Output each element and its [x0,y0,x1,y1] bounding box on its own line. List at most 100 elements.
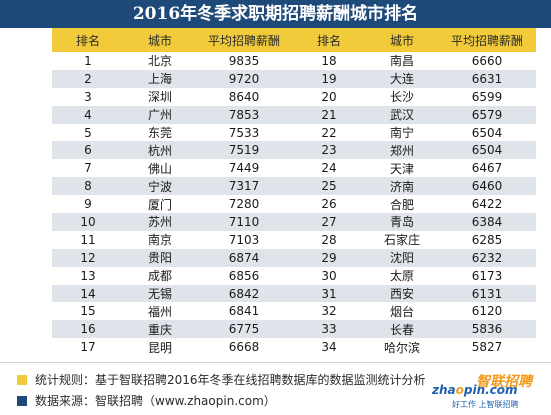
city-cell: 佛山 [124,159,196,178]
salary-cell: 7449 [196,159,292,178]
city-cell: 济南 [366,177,438,196]
rank-cell: 28 [292,230,366,249]
rank-cell: 27 [292,213,366,231]
table-row: 11 南京 7103 28 石家庄 6285 [52,230,536,249]
logo-domain: zhaopin.com [432,383,518,397]
table-row: 7 佛山 7449 24 天津 6467 [52,159,536,178]
city-cell: 哈尔滨 [366,338,438,357]
rank-cell: 2 [52,69,124,88]
rank-cell: 12 [52,248,124,267]
salary-cell: 6384 [438,213,536,231]
table-row: 8 宁波 7317 25 济南 6460 [52,177,536,196]
note-text: 统计规则：基于智联招聘2016年冬季在线招聘数据库的数据监测统计分析 [35,373,426,387]
city-cell: 青岛 [366,213,438,231]
salary-cell: 6504 [438,141,536,160]
salary-cell: 6131 [438,284,536,303]
salary-cell: 9720 [196,69,292,88]
city-cell: 西安 [366,284,438,303]
salary-cell: 6422 [438,195,536,214]
city-cell: 重庆 [124,320,196,339]
table-row: 15 福州 6841 32 烟台 6120 [52,302,536,321]
rank-cell: 6 [52,141,124,160]
salary-cell: 6120 [438,302,536,321]
rank-cell: 26 [292,195,366,214]
rank-cell: 30 [292,266,366,285]
rank-cell: 23 [292,141,366,160]
table-row: 5 东莞 7533 22 南宁 6504 [52,123,536,142]
logo-brand: 智联招聘 [476,374,532,390]
rank-cell: 13 [52,266,124,285]
table-row: 17 昆明 6668 34 哈尔滨 5827 [52,338,536,357]
salary-cell: 6841 [196,302,292,321]
page-title: 2016年冬季求职期招聘薪酬城市排名 [0,0,551,28]
table-row: 4 广州 7853 21 武汉 6579 [52,105,536,124]
blue-square-icon [17,396,27,406]
salary-cell: 6579 [438,105,536,124]
rank-cell: 18 [292,52,366,70]
rank-cell: 15 [52,302,124,321]
salary-cell: 6232 [438,248,536,267]
table-row: 10 苏州 7110 27 青岛 6384 [52,213,536,231]
rank-cell: 33 [292,320,366,339]
city-cell: 武汉 [366,105,438,124]
rank-cell: 32 [292,302,366,321]
salary-cell: 5836 [438,320,536,339]
city-cell: 无锡 [124,284,196,303]
salary-cell: 6504 [438,123,536,142]
salary-cell: 6660 [438,52,536,70]
header-city-right: 城市 [366,28,438,52]
rank-cell: 34 [292,338,366,357]
rank-cell: 1 [52,52,124,70]
salary-cell: 6874 [196,248,292,267]
table-row: 2 上海 9720 19 大连 6631 [52,69,536,88]
rank-cell: 14 [52,284,124,303]
city-cell: 上海 [124,69,196,88]
city-cell: 东莞 [124,123,196,142]
rank-cell: 29 [292,248,366,267]
table-header-row: 排名 城市 平均招聘薪酬 排名 城市 平均招聘薪酬 [52,28,536,52]
salary-cell: 7533 [196,123,292,142]
rank-cell: 7 [52,159,124,178]
rank-cell: 21 [292,105,366,124]
city-cell: 合肥 [366,195,438,214]
note-text: 数据来源：智联招聘（www.zhaopin.com） [35,394,276,408]
table-row: 12 贵阳 6874 29 沈阳 6232 [52,248,536,267]
table-row: 14 无锡 6842 31 西安 6131 [52,284,536,303]
city-cell: 南昌 [366,52,438,70]
city-cell: 杭州 [124,141,196,160]
city-cell: 郑州 [366,141,438,160]
salary-cell: 6285 [438,230,536,249]
note-data-source: 数据来源：智联招聘（www.zhaopin.com） [17,393,276,409]
rank-cell: 24 [292,159,366,178]
rank-cell: 4 [52,105,124,124]
city-cell: 广州 [124,105,196,124]
salary-cell: 8640 [196,87,292,106]
salary-cell: 7317 [196,177,292,196]
zhaopin-logo: 智联招聘 zhaopin.com 好工作 上智联招聘 [432,369,544,413]
salary-cell: 6668 [196,338,292,357]
header-rank-left: 排名 [52,28,124,52]
salary-cell: 6775 [196,320,292,339]
salary-cell: 7519 [196,141,292,160]
city-cell: 深圳 [124,87,196,106]
salary-cell: 7103 [196,230,292,249]
footer: 统计规则：基于智联招聘2016年冬季在线招聘数据库的数据监测统计分析 数据来源：… [0,362,551,415]
city-cell: 苏州 [124,213,196,231]
city-cell: 厦门 [124,195,196,214]
salary-cell: 6631 [438,69,536,88]
header-salary-right: 平均招聘薪酬 [438,28,536,52]
rank-cell: 16 [52,320,124,339]
yellow-square-icon [17,375,27,385]
rank-cell: 10 [52,213,124,231]
salary-cell: 7280 [196,195,292,214]
salary-cell: 9835 [196,52,292,70]
note-statistics-rule: 统计规则：基于智联招聘2016年冬季在线招聘数据库的数据监测统计分析 [17,372,426,388]
header-salary-left: 平均招聘薪酬 [196,28,292,52]
table-row: 13 成都 6856 30 太原 6173 [52,266,536,285]
table-row: 6 杭州 7519 23 郑州 6504 [52,141,536,160]
city-cell: 福州 [124,302,196,321]
rank-cell: 22 [292,123,366,142]
city-cell: 长春 [366,320,438,339]
city-cell: 石家庄 [366,230,438,249]
rank-cell: 3 [52,87,124,106]
